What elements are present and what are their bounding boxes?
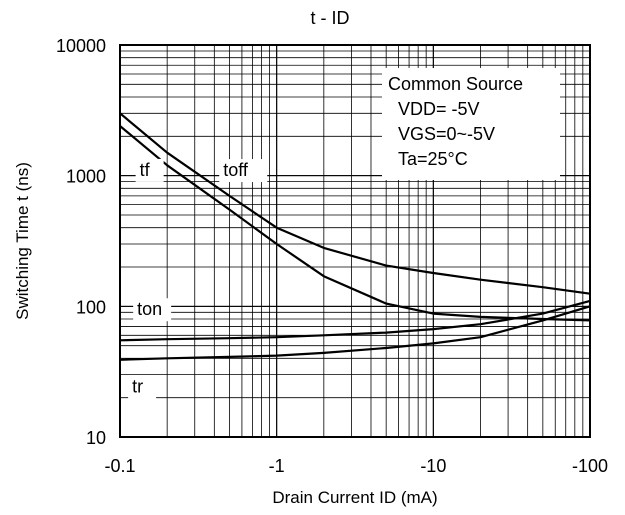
legend-line-3: VGS=0~-5V bbox=[398, 124, 495, 144]
x-axis-label: Drain Current ID (mA) bbox=[272, 488, 437, 507]
series-line-toff bbox=[119, 112, 591, 295]
y-tick-label: 100 bbox=[76, 297, 106, 317]
y-tick-label: 1000 bbox=[66, 167, 106, 187]
legend-line-1: Common Source bbox=[388, 74, 523, 94]
series-layer bbox=[119, 112, 591, 361]
curve-label-bg-toff bbox=[219, 159, 268, 183]
curve-label-bg-ton bbox=[133, 298, 172, 322]
x-tick-label: -0.1 bbox=[104, 456, 135, 476]
curve-label-tr: tr bbox=[132, 377, 143, 397]
curve-label-tf: tf bbox=[140, 160, 151, 180]
x-tick-label: -1 bbox=[269, 456, 285, 476]
legend-line-4: Ta=25°C bbox=[398, 149, 468, 169]
y-axis-label: Switching Time t (ns) bbox=[13, 162, 32, 320]
y-tick-label: 10000 bbox=[56, 36, 106, 56]
curve-label-bg-tf bbox=[135, 158, 164, 182]
curve-label-bg-tr bbox=[128, 375, 157, 399]
series-line-tr bbox=[119, 305, 591, 361]
y-tick-label: 10 bbox=[86, 428, 106, 448]
legend-line-2: VDD= -5V bbox=[398, 99, 480, 119]
legend-box bbox=[382, 68, 560, 180]
curve-label-layer: toff tf ton tr bbox=[128, 158, 268, 399]
plot-frame bbox=[119, 44, 591, 438]
x-tick-label: -10 bbox=[420, 456, 446, 476]
curve-label-ton: ton bbox=[137, 299, 162, 319]
curve-label-toff: toff bbox=[223, 160, 249, 180]
x-tick-label: -100 bbox=[572, 456, 608, 476]
chart-title: t - ID bbox=[311, 8, 350, 28]
tick-label-layer: -0.1 -1 -10 -100 10 100 1000 10000 bbox=[56, 36, 608, 476]
series-line-ton bbox=[119, 299, 591, 342]
